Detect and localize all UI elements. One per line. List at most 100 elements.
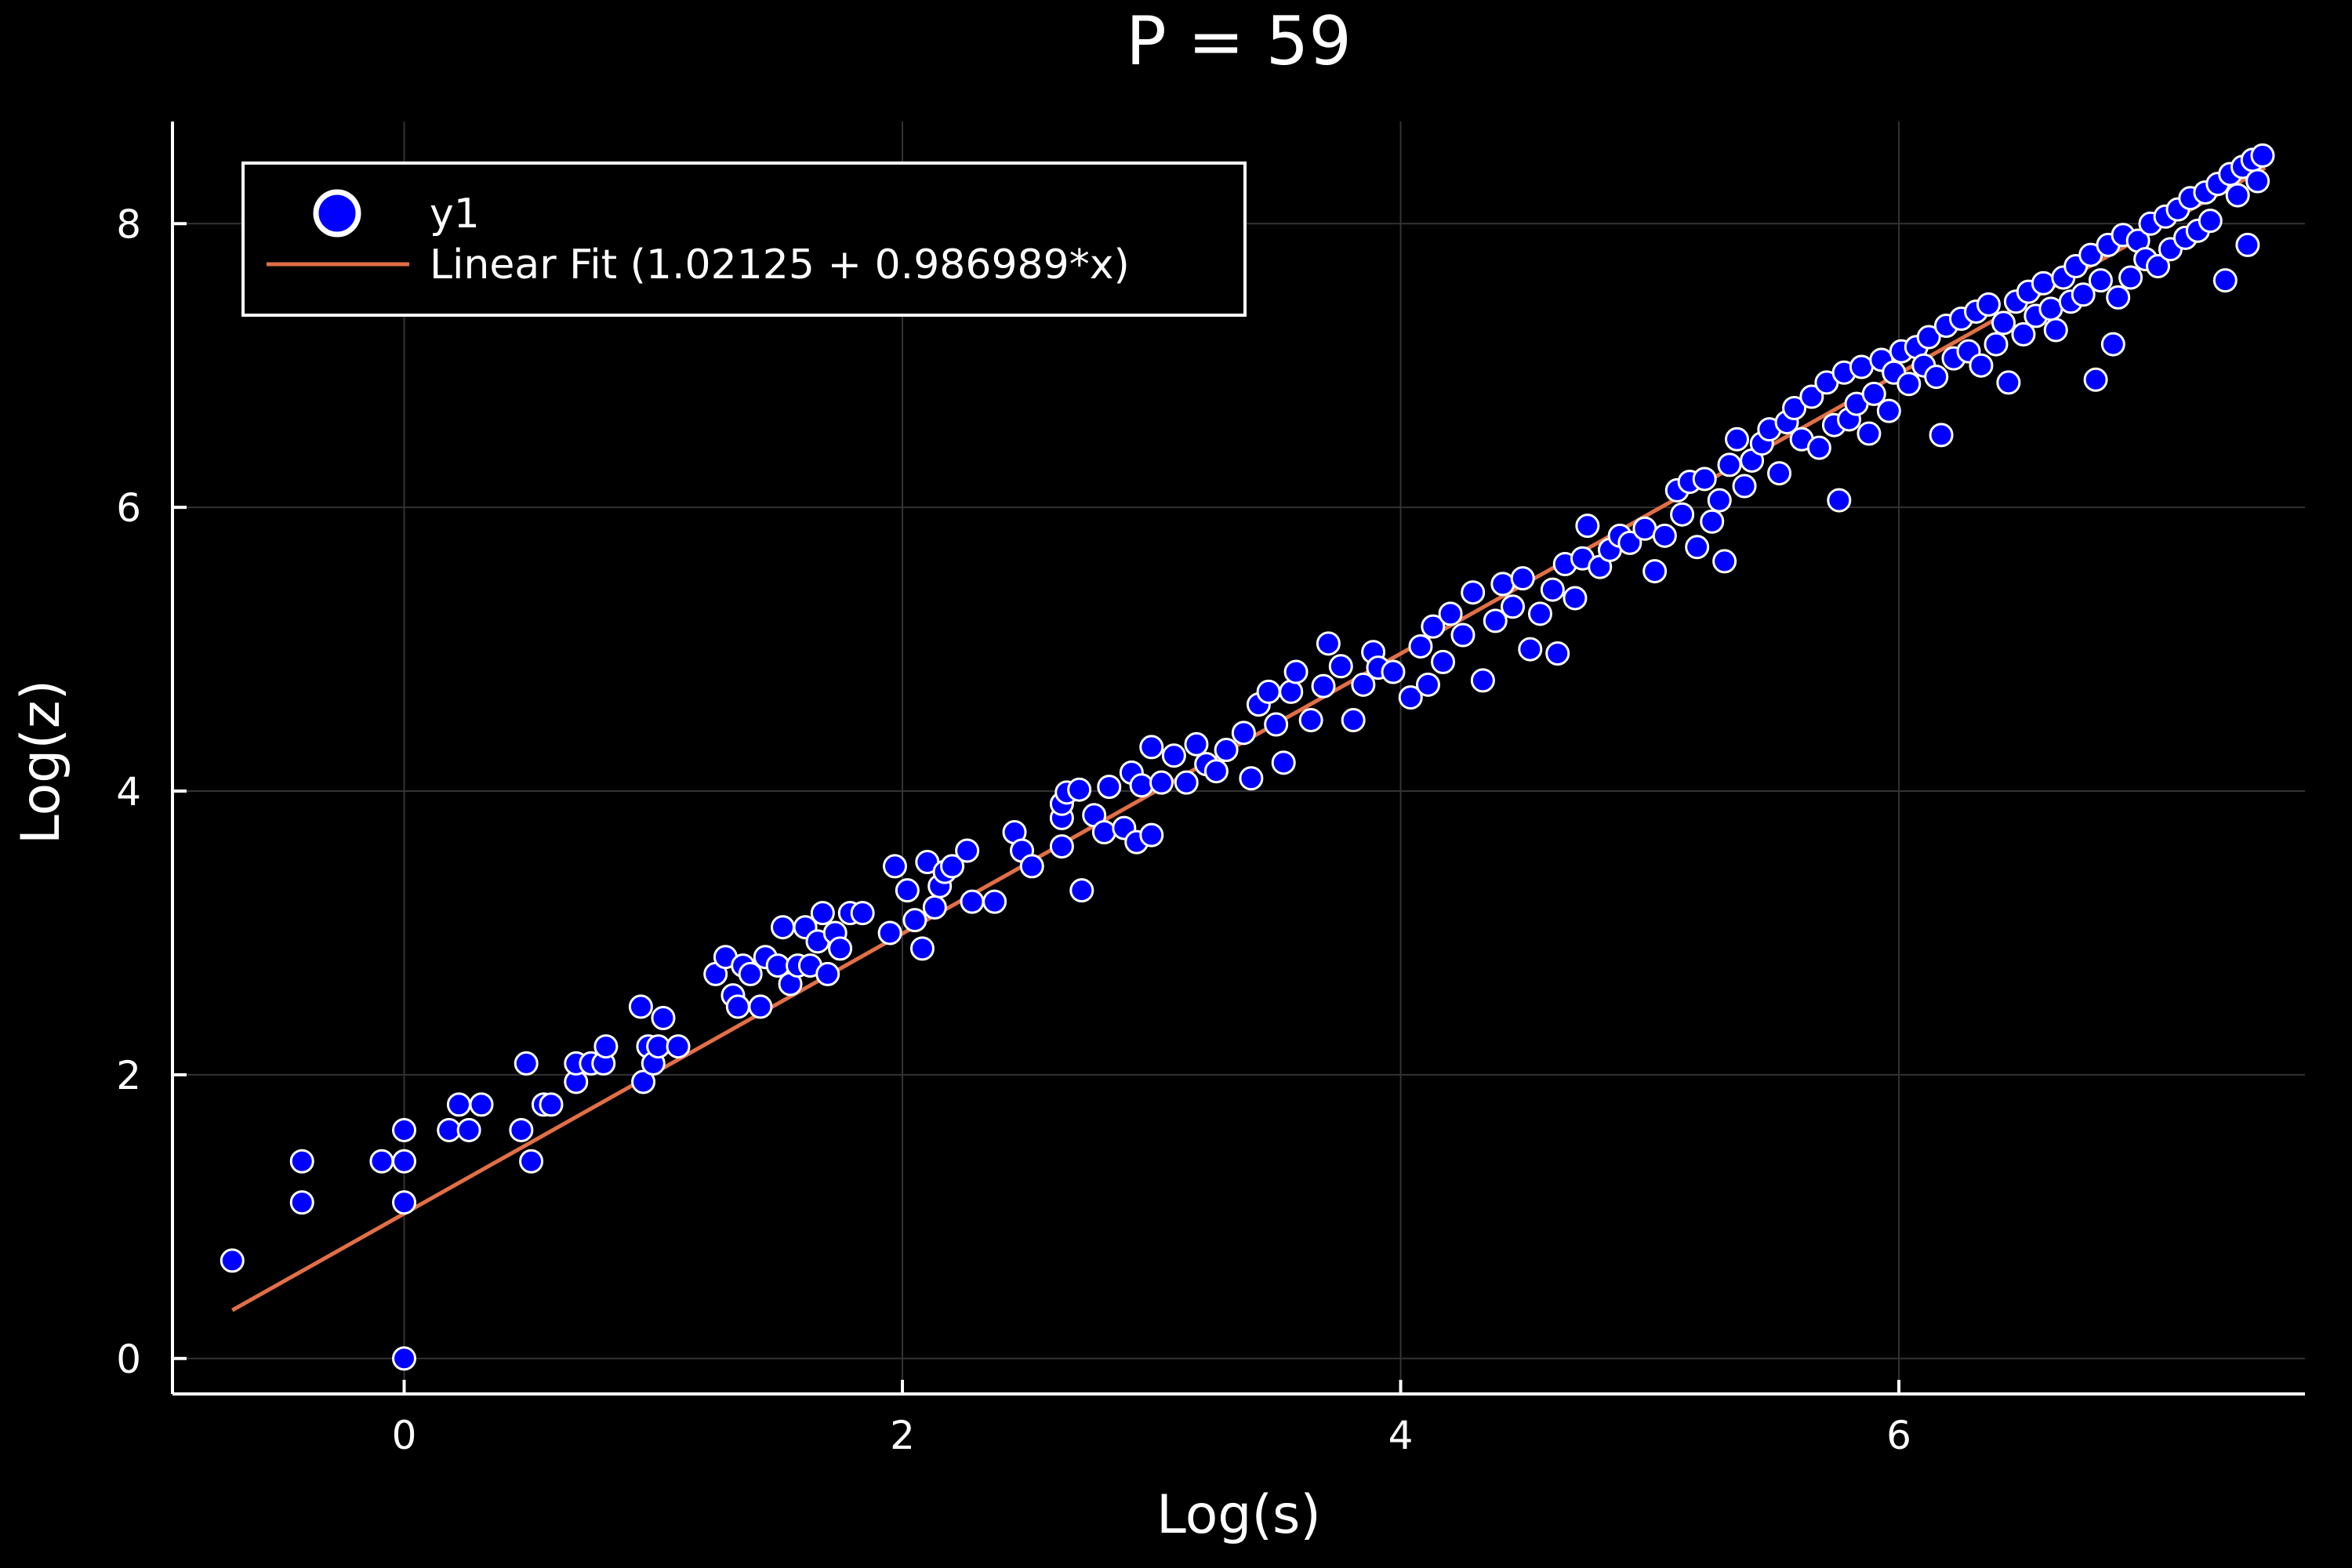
data-point (1929, 423, 1954, 448)
data-point (456, 1117, 481, 1142)
data-point (1483, 608, 1508, 633)
data-point (1861, 381, 1886, 406)
data-point (593, 1034, 619, 1059)
data-point (1161, 743, 1186, 768)
data-point (810, 901, 835, 926)
data-point (2043, 318, 2068, 343)
data-point (1214, 738, 1239, 763)
data-point (2250, 143, 2275, 168)
data-point (940, 854, 965, 879)
data-point (1408, 633, 1433, 659)
y-tick-label: 6 (116, 485, 141, 531)
data-point (909, 936, 935, 961)
data-point (1256, 679, 1281, 704)
data-point (631, 1069, 656, 1094)
data-point (895, 878, 920, 903)
data-point (1806, 435, 1831, 460)
legend-label-y1: y1 (430, 191, 480, 238)
data-point (1149, 770, 1174, 795)
data-point (1849, 354, 1874, 379)
data-point (1470, 668, 1495, 693)
data-point (1316, 631, 1341, 656)
legend-marker-y1 (313, 189, 361, 238)
data-point (1563, 586, 1588, 611)
data-point (1700, 509, 1725, 534)
data-point (1799, 384, 1824, 409)
x-tick-label: 0 (392, 1413, 417, 1458)
data-point (1139, 735, 1164, 760)
data-point (1642, 559, 1668, 584)
data-point (2031, 270, 2056, 296)
data-point (666, 1034, 691, 1059)
data-point (828, 936, 853, 961)
data-point (1139, 822, 1164, 848)
data-point (2071, 282, 2096, 307)
data-point (1279, 679, 1304, 704)
data-point (1049, 834, 1074, 859)
data-point (1231, 720, 1256, 746)
data-point (2235, 232, 2260, 257)
data-point (1916, 325, 1941, 350)
data-point (2088, 268, 2113, 293)
data-point (922, 895, 947, 920)
data-point (1328, 654, 1353, 679)
data-point (2106, 285, 2131, 310)
data-point (1431, 649, 1456, 674)
data-point (1091, 819, 1116, 844)
data-point (1461, 580, 1486, 605)
x-tick-label: 2 (890, 1413, 915, 1458)
data-point (748, 994, 773, 1019)
data-point (1991, 310, 2016, 336)
y-tick-label: 4 (116, 769, 141, 815)
data-point (2198, 209, 2223, 234)
data-point (1510, 566, 1535, 591)
data-point (2011, 321, 2036, 347)
data-point (877, 920, 902, 946)
data-point (437, 1117, 462, 1142)
data-point (2118, 265, 2143, 290)
data-point (392, 1117, 417, 1142)
legend-box (241, 162, 1247, 317)
data-point (2083, 367, 2108, 392)
data-point (1069, 878, 1094, 903)
data-point (1996, 370, 2021, 395)
data-point (1707, 488, 1732, 513)
y-axis-ticks: 0 2 4 6 8 (116, 201, 187, 1382)
legend: y1 Linear Fit (1.02125 + 0.986989*x) (241, 162, 1247, 317)
data-point (392, 1346, 417, 1371)
data-point (1019, 854, 1044, 879)
data-point (1782, 395, 1807, 420)
data-point (955, 838, 980, 863)
y-axis-label: Log(z) (10, 680, 72, 844)
data-point (1239, 766, 1264, 791)
data-point (1398, 685, 1423, 710)
data-point (220, 1248, 245, 1273)
data-point (1527, 601, 1552, 626)
data-point (1725, 426, 1750, 452)
data-point (738, 961, 763, 986)
data-point (725, 994, 750, 1019)
data-point (1097, 775, 1122, 800)
data-point (1896, 372, 1922, 397)
x-axis-ticks: 0 2 4 6 (392, 1380, 1911, 1458)
data-point (771, 915, 796, 940)
data-point (1984, 332, 2009, 357)
data-point (1827, 488, 1852, 513)
data-point (1174, 770, 1199, 795)
data-point (2245, 169, 2270, 194)
x-tick-label: 6 (1886, 1413, 1911, 1458)
data-point (1421, 614, 1446, 639)
data-point (1540, 577, 1565, 602)
data-point (1924, 365, 1949, 390)
data-point (1712, 549, 1737, 574)
data-point (1617, 530, 1642, 555)
data-point (2212, 268, 2238, 293)
data-point (1976, 292, 2001, 317)
x-tick-label: 4 (1388, 1413, 1414, 1458)
data-point (815, 961, 840, 986)
data-point (2038, 296, 2063, 321)
data-point (1575, 514, 1600, 539)
y-tick-label: 8 (116, 201, 141, 247)
data-point (1670, 502, 1695, 527)
